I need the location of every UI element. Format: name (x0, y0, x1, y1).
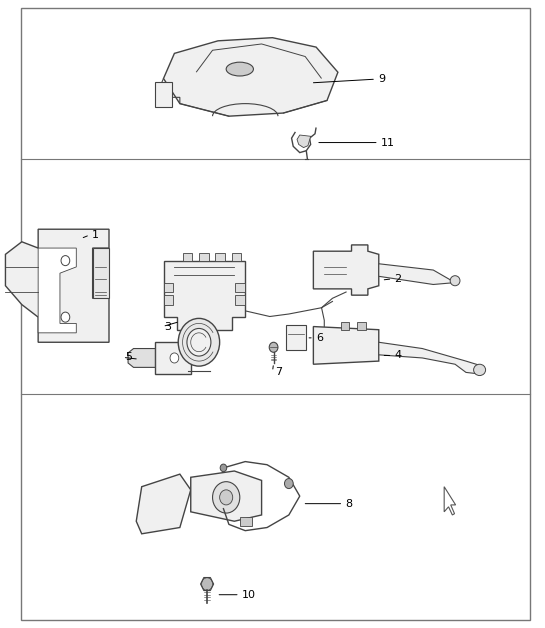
Circle shape (284, 479, 293, 489)
Polygon shape (5, 229, 109, 342)
Circle shape (187, 328, 211, 356)
Polygon shape (313, 245, 379, 295)
Polygon shape (128, 349, 155, 367)
Polygon shape (38, 248, 76, 333)
Polygon shape (155, 342, 191, 374)
Text: 9: 9 (378, 74, 385, 84)
Text: 7: 7 (275, 367, 282, 377)
Text: 11: 11 (381, 138, 395, 148)
Polygon shape (93, 248, 109, 298)
Bar (235, 283, 245, 292)
Text: 3: 3 (165, 322, 172, 332)
Polygon shape (286, 325, 306, 350)
Polygon shape (444, 487, 456, 515)
Text: 6: 6 (316, 333, 323, 343)
Ellipse shape (226, 62, 253, 76)
Bar (341, 322, 349, 330)
FancyBboxPatch shape (155, 82, 172, 107)
Polygon shape (297, 135, 311, 148)
Text: 2: 2 (395, 274, 402, 284)
Polygon shape (164, 261, 245, 330)
Ellipse shape (450, 276, 460, 286)
Bar (240, 517, 252, 526)
Bar (164, 283, 173, 292)
Bar (235, 295, 245, 305)
Circle shape (170, 353, 179, 363)
Circle shape (269, 342, 278, 352)
Polygon shape (379, 342, 482, 374)
Text: 5: 5 (125, 352, 132, 362)
Text: 1: 1 (92, 230, 99, 240)
Polygon shape (379, 264, 455, 284)
Polygon shape (164, 38, 338, 116)
Text: 10: 10 (242, 590, 256, 600)
Bar (183, 253, 192, 261)
Circle shape (178, 318, 220, 366)
Bar (164, 295, 173, 305)
Circle shape (220, 490, 233, 505)
Ellipse shape (474, 364, 486, 376)
Bar (199, 253, 209, 261)
Circle shape (220, 464, 227, 472)
Circle shape (213, 482, 240, 513)
Polygon shape (136, 474, 191, 534)
Bar (357, 322, 366, 330)
Polygon shape (313, 327, 379, 364)
Circle shape (61, 312, 70, 322)
Text: 4: 4 (395, 350, 402, 360)
Bar (215, 253, 225, 261)
Bar (232, 253, 241, 261)
Circle shape (61, 256, 70, 266)
Text: 8: 8 (346, 499, 353, 509)
Polygon shape (191, 471, 262, 521)
